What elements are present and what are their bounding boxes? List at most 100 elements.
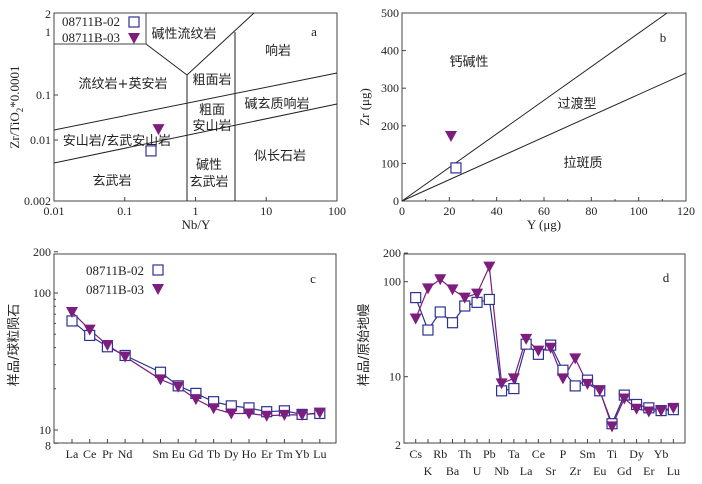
x-tick-label: Er [643, 464, 654, 478]
field-label: 碱性 [196, 158, 222, 173]
y-tick-label: 500 [381, 6, 399, 20]
field-boundary-line [401, 72, 687, 202]
series-line-08711B-03 [415, 264, 674, 429]
x-tick-label: Zr [570, 464, 581, 478]
x-tick-label: Pb [483, 447, 496, 461]
field-label: 似长石岩 [254, 149, 306, 164]
x-tick-label: Tb [207, 447, 220, 461]
data-point [606, 421, 619, 433]
x-tick-label: Yb [295, 447, 310, 461]
x-tick-label: 100 [630, 204, 648, 218]
panel-label: a [311, 24, 317, 39]
y-tick-label: 200 [381, 119, 399, 133]
y-tick-label: 2 [395, 438, 401, 452]
y-tick-label: 0 [393, 194, 399, 208]
x-tick-label: Dy [224, 447, 239, 461]
data-point [581, 378, 594, 390]
data-point [260, 410, 273, 422]
x-tick-label: Gd [617, 464, 632, 478]
y-label-tail: *0.0001 [7, 65, 22, 107]
data-point [207, 403, 220, 415]
data-point [145, 145, 157, 157]
x-tick-label: Sr [545, 464, 556, 478]
x-tick-label: La [520, 464, 533, 478]
x-tick-label: Cs [409, 447, 422, 461]
x-tick-label: Pr [102, 447, 113, 461]
data-point [278, 409, 291, 421]
data-point [313, 407, 326, 419]
x-tick-label: Th [458, 447, 471, 461]
field-label: 玄武岩 [189, 175, 228, 190]
data-point [471, 288, 484, 300]
data-point [483, 261, 496, 273]
x-tick-label: Ba [446, 464, 460, 478]
x-tick-label: Lu [313, 447, 326, 461]
x-tick-label: Sm [579, 447, 596, 461]
field-label: 过渡型 [557, 96, 596, 112]
field-label: 粗面 [199, 103, 225, 118]
data-point [296, 409, 309, 421]
x-tick-label: Eu [593, 464, 606, 478]
x-tick-label: 0.1 [117, 204, 132, 218]
y-axis-label: 样品/球粒陨石 [7, 304, 22, 386]
data-point [507, 373, 520, 385]
y-tick-label: 400 [381, 44, 399, 58]
y-tick-label: 100 [383, 275, 401, 289]
y-tick-label: 0.1 [36, 88, 51, 102]
data-point [172, 381, 185, 393]
field-label: 安山岩 [192, 119, 231, 134]
data-point [508, 382, 520, 395]
legend-label: 08711B-03 [62, 30, 120, 45]
data-point [421, 283, 434, 295]
legend-square-marker [152, 264, 164, 276]
field-boundary-line [145, 12, 255, 76]
data-point [520, 333, 533, 345]
x-tick-label: K [424, 464, 433, 478]
x-tick-label: U [473, 464, 482, 478]
data-point [450, 162, 462, 174]
field-label: 碱性流纹岩 [151, 27, 216, 42]
y-axis-label: 样品/原始地幔 [357, 304, 372, 386]
data-point [544, 342, 557, 354]
y-axis-label: Zr (μg) [357, 88, 372, 126]
data-point [458, 292, 471, 304]
data-point [66, 307, 78, 319]
plot-frame [53, 253, 337, 444]
y-tick-label: 300 [381, 81, 399, 95]
data-point [569, 380, 581, 392]
field-label: 安山岩/玄武安山岩 [63, 134, 171, 149]
y-tick-label: 1 [45, 25, 51, 39]
x-tick-label: 1 [193, 204, 199, 218]
x-tick-label: Ta [508, 447, 520, 461]
x-tick-label: 0 [399, 204, 405, 218]
y-tick-label: 8 [45, 438, 51, 452]
legend-label: 08711B-02 [86, 263, 144, 278]
legend-label: 08711B-02 [62, 14, 120, 29]
x-tick-label: Eu [172, 447, 185, 461]
plot-frame [401, 12, 687, 202]
data-point [119, 351, 132, 363]
x-tick-label: Yb [654, 447, 669, 461]
legend-label: 08711B-03 [86, 282, 144, 297]
x-tick-label: 20 [443, 204, 455, 218]
data-point [556, 373, 569, 385]
panel-a-classification-diagram: 0.01 0.1 1 10 1000.0020.010.112碱性流纹岩响岩流纹岩+英安… [7, 7, 346, 232]
field-label: 拉斑质 [563, 156, 602, 171]
data-point [618, 393, 631, 405]
field-label: 粗面岩 [192, 73, 231, 88]
y-label-main: Zr/TiO [7, 112, 22, 148]
data-point [444, 130, 457, 142]
data-point [225, 408, 238, 420]
x-tick-label: Gd [189, 447, 204, 461]
x-tick-label: P [560, 447, 567, 461]
y-tick-label: 200 [33, 245, 51, 259]
data-point [83, 324, 96, 336]
x-tick-label: Ce [532, 447, 545, 461]
legend-triangle-marker [152, 284, 164, 295]
y-axis-label: Zr/TiO2*0.0001 [7, 65, 25, 148]
x-tick-label: La [66, 447, 79, 461]
y-tick-label: 10 [39, 423, 51, 437]
x-tick-label: 100 [328, 204, 346, 218]
data-point [655, 405, 668, 417]
